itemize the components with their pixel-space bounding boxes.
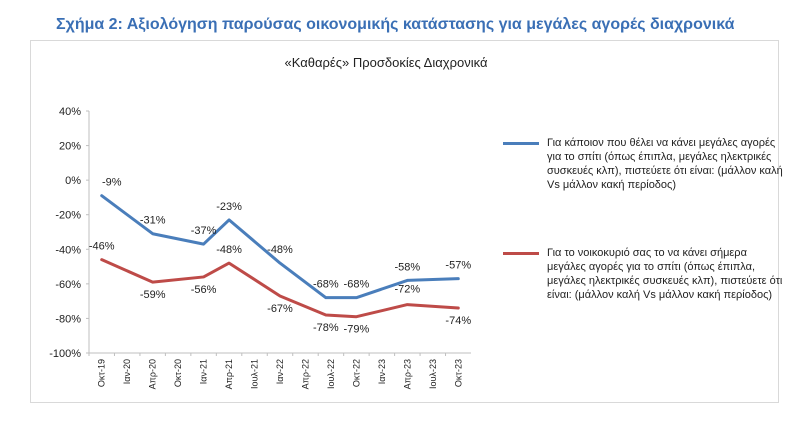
- y-tick-label: -80%: [55, 313, 81, 325]
- data-label-series-2: -78%: [313, 322, 339, 334]
- x-tick-label: Ιουλ-21: [250, 359, 260, 389]
- data-label-series-2: -56%: [191, 284, 217, 296]
- data-label-series-2: -48%: [216, 244, 242, 256]
- line-chart: 40% 20% 0% -20% -40% -60% -80% -100% Οκτ-19 Ιαν-2…: [49, 106, 471, 389]
- data-label-series-1: -9%: [102, 177, 122, 189]
- data-label-series-2: -46%: [89, 241, 115, 253]
- legend-label-series-1: Για κάποιον που θέλει να κάνει μεγάλες α…: [547, 137, 783, 191]
- data-label-series-1: -23%: [216, 201, 242, 213]
- x-tick-label: Ιαν-22: [275, 359, 285, 384]
- legend-label-series-2: Για το νοικοκυριό σας το να κάνει σήμερα…: [547, 247, 783, 301]
- x-tick-label: Ιαν-21: [199, 359, 209, 384]
- legend-item-series-2: Για το νοικοκυριό σας το να κάνει σήμερα…: [501, 246, 787, 302]
- data-label-series-1: -58%: [394, 261, 420, 273]
- x-tick-label: Απρ-21: [224, 359, 234, 389]
- x-tick-label: Απρ-23: [402, 359, 412, 389]
- chart-container: «Καθαρές» Προσδοκίες Διαχρονικά 40% 20% 0%…: [30, 40, 783, 403]
- legend-swatch-series-2: [503, 252, 539, 255]
- y-tick-label: 40%: [59, 106, 81, 118]
- data-label-series-1: -68%: [344, 279, 370, 291]
- y-tick-label: -100%: [49, 348, 81, 360]
- data-label-series-1: -57%: [445, 260, 471, 272]
- y-tick-label: 0%: [65, 175, 81, 187]
- x-tick-label: Οκτ-22: [351, 359, 361, 387]
- data-label-series-2: -79%: [344, 324, 370, 336]
- data-label-series-1: -68%: [313, 279, 339, 291]
- y-tick-label: 20%: [59, 141, 81, 153]
- y-tick-label: -40%: [55, 244, 81, 256]
- legend-item-series-1: Για κάποιον που θέλει να κάνει μεγάλες α…: [501, 136, 787, 192]
- x-tick-label: Οκτ-20: [173, 359, 183, 387]
- x-tick-label: Ιουλ-22: [326, 359, 336, 389]
- x-tick-label: Ιουλ-23: [428, 359, 438, 389]
- data-label-series-2: -72%: [394, 284, 420, 296]
- data-label-series-2: -74%: [445, 315, 471, 327]
- data-label-series-2: -59%: [140, 289, 166, 301]
- x-tick-label: Ιαν-20: [122, 359, 132, 384]
- data-label-series-2: -67%: [267, 303, 293, 315]
- chart-title: «Καθαρές» Προσδοκίες Διαχρονικά: [284, 55, 488, 70]
- y-tick-label: -60%: [55, 279, 81, 291]
- legend-swatch-series-1: [503, 142, 539, 145]
- figure-title: Σχήμα 2: Αξιολόγηση παρούσας οικονομικής…: [56, 16, 735, 33]
- y-tick-label: -20%: [55, 210, 81, 222]
- x-tick-label: Οκτ-23: [453, 359, 463, 387]
- x-tick-label: Ιαν-23: [377, 359, 387, 384]
- x-tick-label: Απρ-20: [148, 359, 158, 389]
- x-tick-label: Οκτ-19: [97, 359, 107, 387]
- x-tick-label: Απρ-22: [300, 359, 310, 389]
- data-label-series-1: -31%: [140, 215, 166, 227]
- data-label-series-1: -37%: [191, 225, 217, 237]
- data-label-series-1: -48%: [267, 244, 293, 256]
